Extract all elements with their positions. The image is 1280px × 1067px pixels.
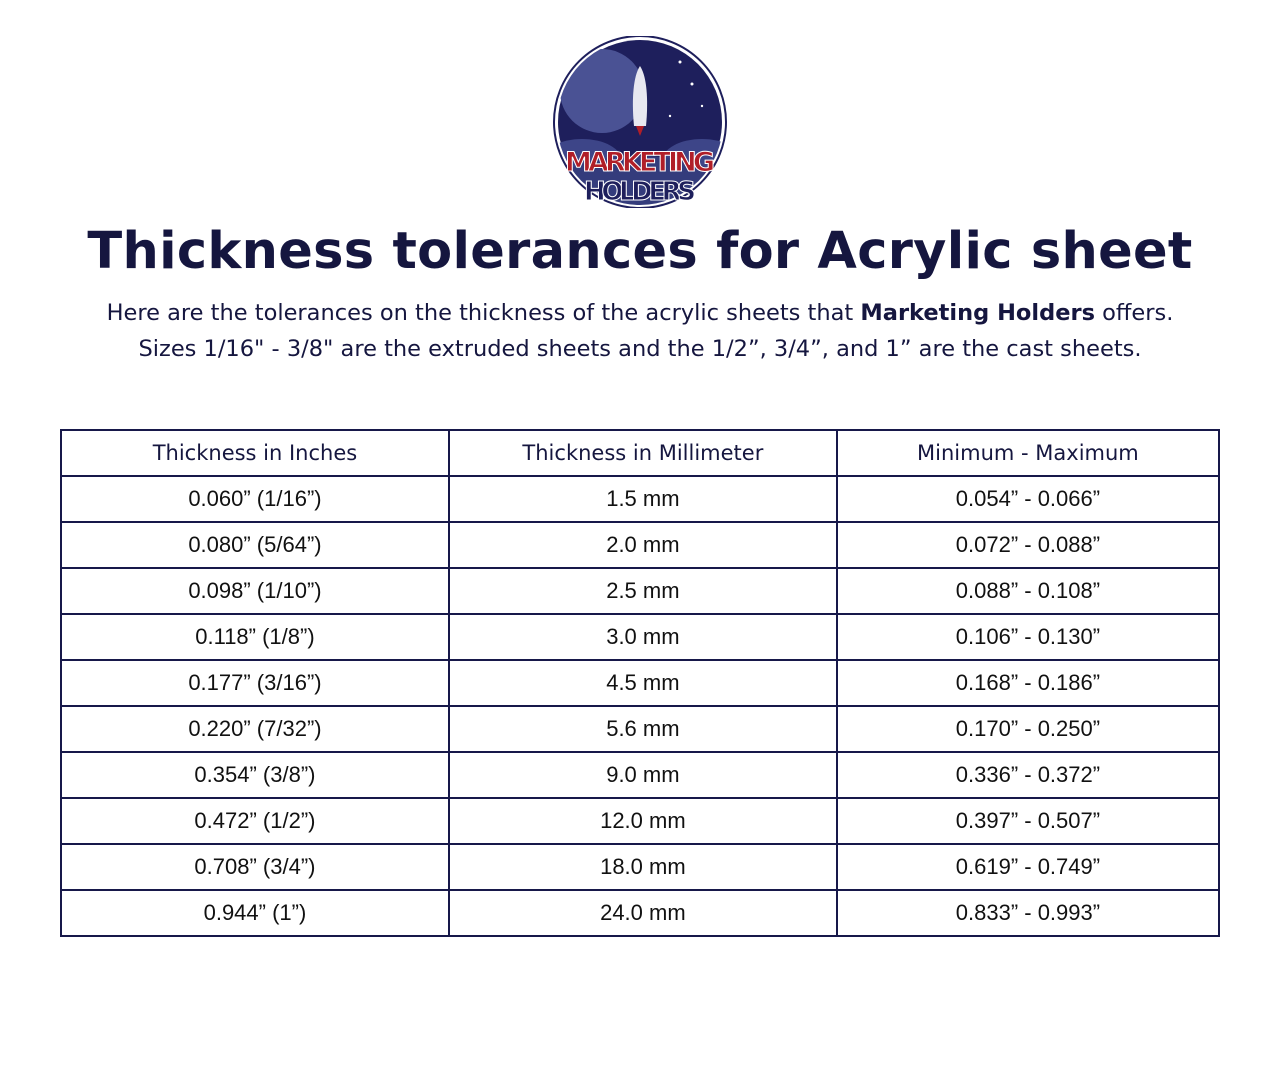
cell-min-max: 0.106” - 0.130” [835, 613, 1221, 661]
cell-min-max: 0.170” - 0.250” [835, 705, 1221, 753]
brand-name: Marketing Holders [860, 300, 1095, 326]
table-row: 0.944” (1”) 24.0 mm 0.833” - 0.993” [60, 889, 1221, 937]
table-row: 0.354” (3/8”) 9.0 mm 0.336” - 0.372” [60, 751, 1221, 799]
page-title: Thickness tolerances for Acrylic sheet [87, 222, 1193, 281]
cell-millimeter: 2.5 mm [447, 567, 838, 615]
cell-min-max: 0.088” - 0.108” [835, 567, 1221, 615]
cell-millimeter: 5.6 mm [447, 705, 838, 753]
cell-min-max: 0.833” - 0.993” [835, 889, 1221, 937]
cell-inches: 0.708” (3/4”) [60, 843, 450, 891]
marketing-holders-logo: MARKETING HOLDERS [552, 35, 728, 209]
table-row: 0.472” (1/2”) 12.0 mm 0.397” - 0.507” [60, 797, 1221, 845]
cell-inches: 0.220” (7/32”) [60, 705, 450, 753]
cell-inches: 0.118” (1/8”) [60, 613, 450, 661]
cell-min-max: 0.619” - 0.749” [835, 843, 1221, 891]
cell-millimeter: 9.0 mm [447, 751, 838, 799]
cell-millimeter: 4.5 mm [447, 659, 838, 707]
table-header-row: Thickness in Inches Thickness in Millime… [60, 429, 1221, 477]
cell-inches: 0.354” (3/8”) [60, 751, 450, 799]
table-row: 0.098” (1/10”) 2.5 mm 0.088” - 0.108” [60, 567, 1221, 615]
cell-millimeter: 1.5 mm [447, 475, 838, 523]
table-row: 0.080” (5/64”) 2.0 mm 0.072” - 0.088” [60, 521, 1221, 569]
table-row: 0.708” (3/4”) 18.0 mm 0.619” - 0.749” [60, 843, 1221, 891]
table-row: 0.118” (1/8”) 3.0 mm 0.106” - 0.130” [60, 613, 1221, 661]
header-min-max: Minimum - Maximum [835, 429, 1221, 477]
cell-millimeter: 12.0 mm [447, 797, 838, 845]
tolerance-table: Thickness in Inches Thickness in Millime… [60, 429, 1221, 937]
cell-inches: 0.944” (1”) [60, 889, 450, 937]
cell-inches: 0.472” (1/2”) [60, 797, 450, 845]
cell-millimeter: 2.0 mm [447, 521, 838, 569]
cell-min-max: 0.397” - 0.507” [835, 797, 1221, 845]
cell-millimeter: 3.0 mm [447, 613, 838, 661]
table-row: 0.177” (3/16”) 4.5 mm 0.168” - 0.186” [60, 659, 1221, 707]
cell-millimeter: 24.0 mm [447, 889, 838, 937]
logo-text-marketing: MARKETING [565, 147, 715, 178]
cell-inches: 0.080” (5/64”) [60, 521, 450, 569]
header-inches: Thickness in Inches [60, 429, 450, 477]
subtitle-line-1: Here are the tolerances on the thickness… [0, 300, 1280, 326]
header-millimeter: Thickness in Millimeter [447, 429, 838, 477]
cell-min-max: 0.054” - 0.066” [835, 475, 1221, 523]
logo-text-holders: HOLDERS [584, 177, 696, 207]
table-row: 0.060” (1/16”) 1.5 mm 0.054” - 0.066” [60, 475, 1221, 523]
table-row: 0.220” (7/32”) 5.6 mm 0.170” - 0.250” [60, 705, 1221, 753]
subtitle-text-end: offers. [1094, 300, 1174, 326]
cell-min-max: 0.336” - 0.372” [835, 751, 1221, 799]
cell-inches: 0.098” (1/10”) [60, 567, 450, 615]
cell-min-max: 0.072” - 0.088” [835, 521, 1221, 569]
cell-min-max: 0.168” - 0.186” [835, 659, 1221, 707]
subtitle-line-2: Sizes 1/16" - 3/8" are the extruded shee… [138, 336, 1142, 362]
subtitle-text: Here are the tolerances on the thickness… [106, 300, 861, 326]
cell-inches: 0.060” (1/16”) [60, 475, 450, 523]
cell-millimeter: 18.0 mm [447, 843, 838, 891]
cell-inches: 0.177” (3/16”) [60, 659, 450, 707]
